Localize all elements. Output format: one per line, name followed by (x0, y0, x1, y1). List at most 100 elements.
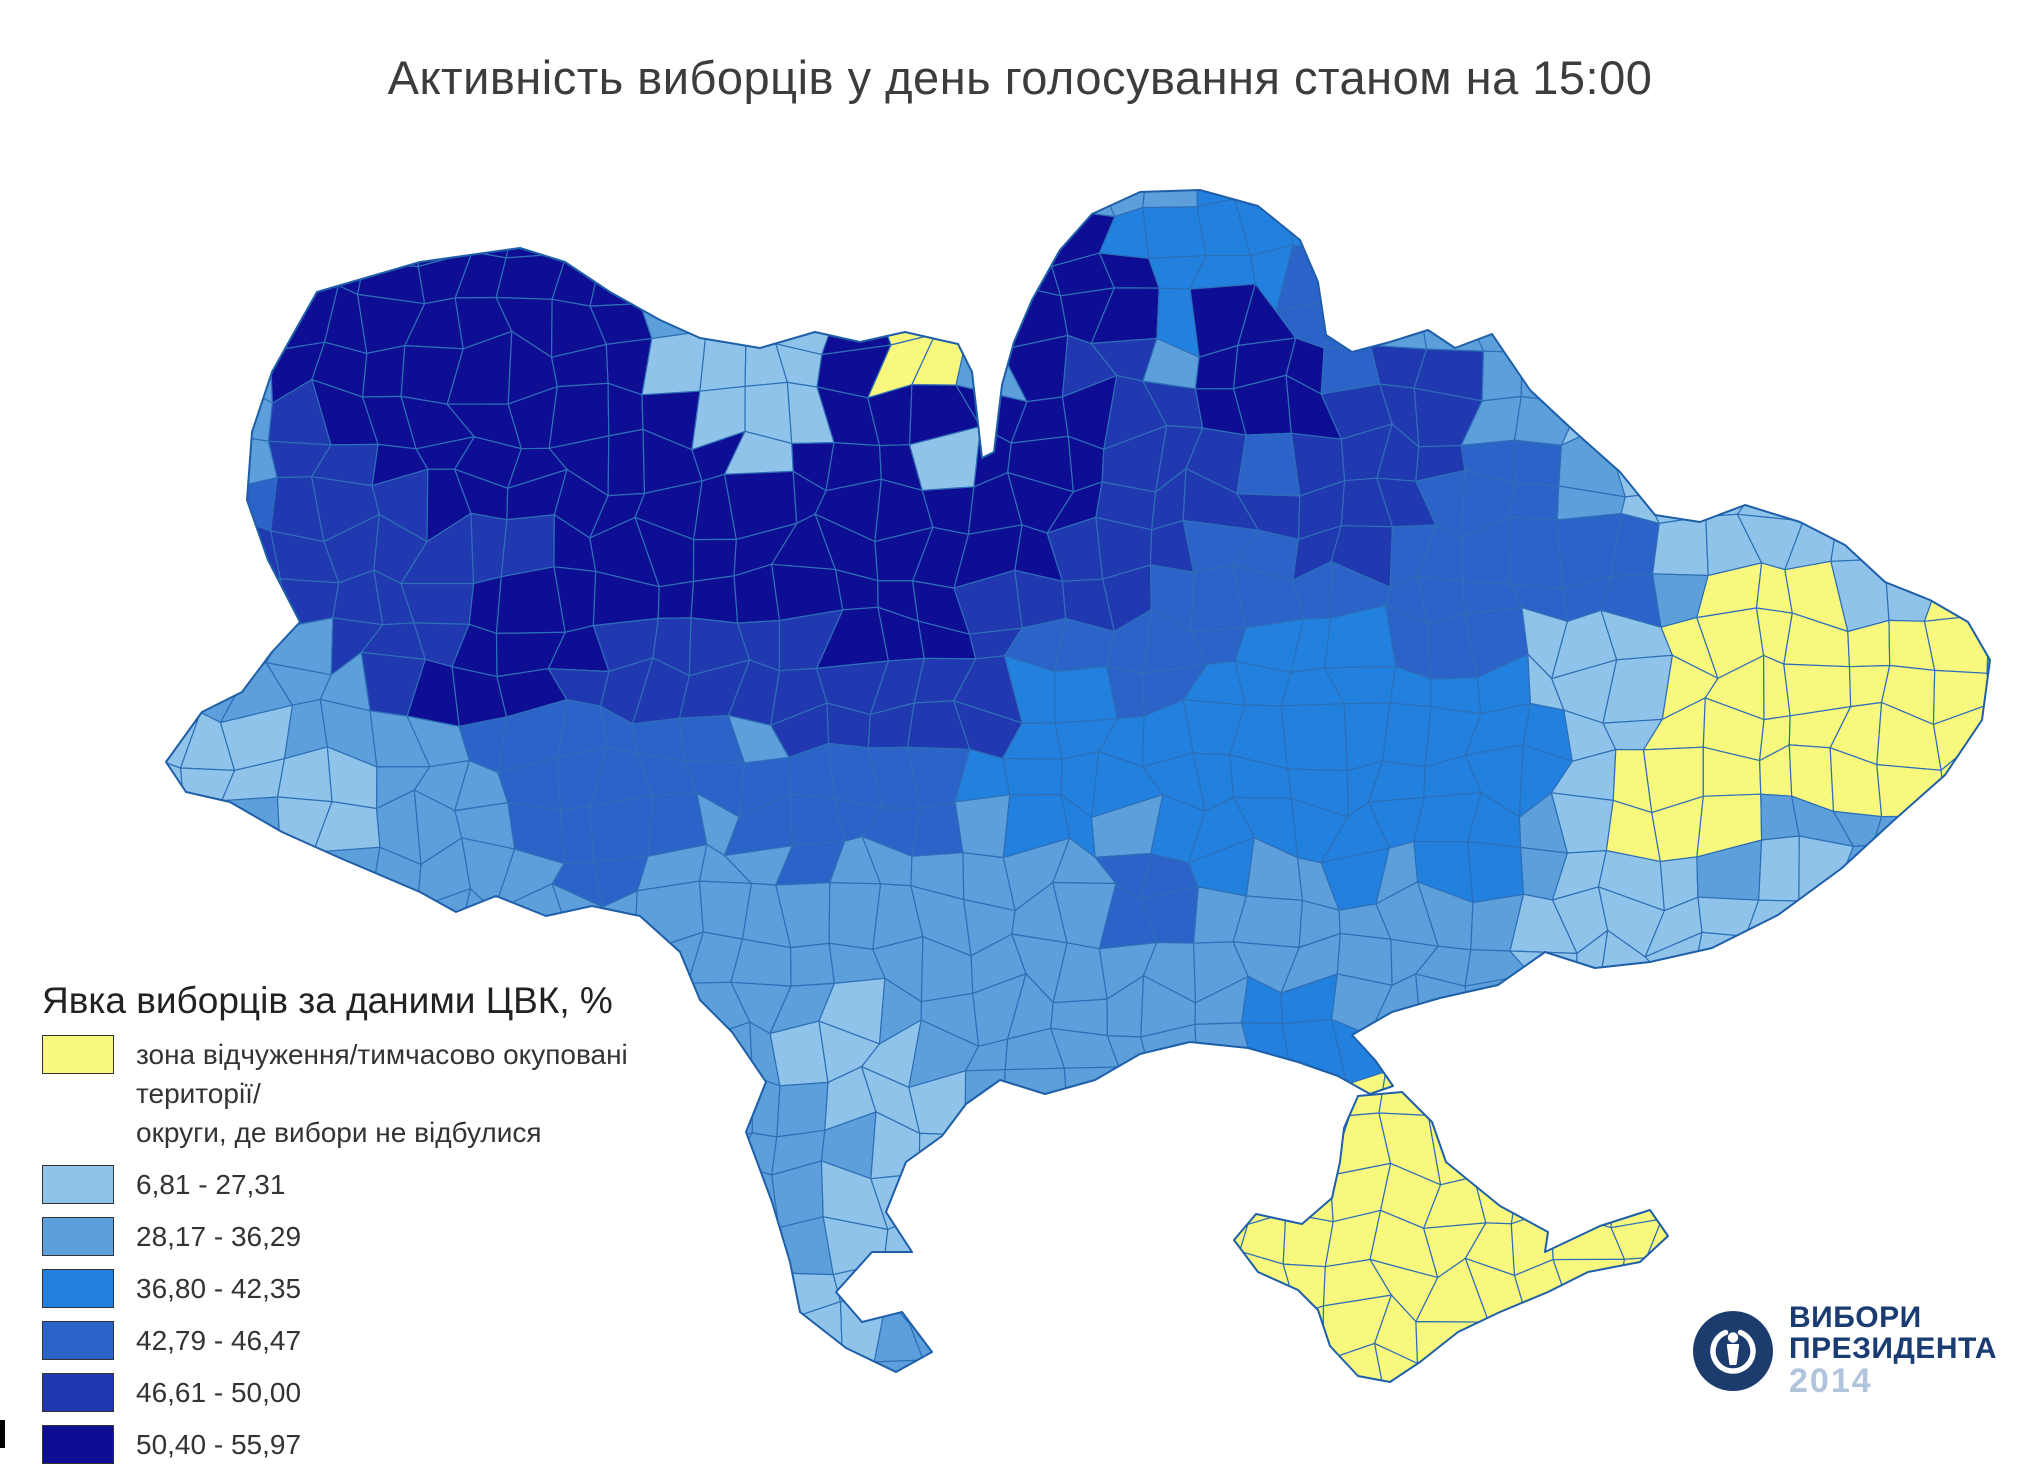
legend-swatch (42, 1269, 114, 1308)
district-cell (1842, 197, 1902, 268)
district-cell (1553, 201, 1614, 250)
district-cell (1566, 346, 1617, 405)
district-cell (1846, 1263, 1903, 1304)
legend-row: 46,61 - 50,00 (42, 1373, 722, 1412)
district-cell (737, 190, 775, 209)
district-cell (232, 837, 281, 895)
legend-row: 6,81 - 27,31 (42, 1165, 722, 1204)
district-cell (1707, 190, 1765, 208)
district-cell (166, 578, 198, 633)
district-cell (1417, 253, 1477, 302)
district-cell (228, 249, 281, 306)
country-outline (1233, 1091, 1669, 1383)
district-cell (1140, 1064, 1200, 1137)
district-cell (1505, 1073, 1569, 1142)
power-ring (1710, 1329, 1756, 1374)
legend-row: 50,40 - 55,97 (42, 1425, 722, 1464)
district-cell (1607, 201, 1671, 264)
district-cell (1697, 896, 1760, 938)
district-cell (1666, 206, 1714, 265)
district-cell (1786, 973, 1858, 1038)
district-cell (1919, 993, 1978, 1050)
district-cell (184, 261, 242, 306)
logo-year: 2014 (1789, 1362, 1873, 1400)
district-cell (1616, 1296, 1653, 1354)
district-cell (733, 1132, 778, 1176)
district-cell (639, 247, 703, 305)
district-cell (1834, 476, 1891, 534)
district-cell (1053, 666, 1118, 724)
district-cell (1467, 840, 1525, 904)
district-cell (1790, 892, 1844, 947)
district-cell (1967, 992, 1990, 1050)
district-cell (166, 480, 193, 542)
district-cell (361, 344, 406, 398)
district-cell (1744, 930, 1812, 992)
district-cell (1842, 940, 1880, 990)
district-cell (500, 514, 555, 578)
legend-label: 6,81 - 27,31 (136, 1169, 286, 1200)
district-cell (1747, 1077, 1795, 1142)
district-cell (1969, 238, 1990, 296)
district-cell (452, 190, 516, 222)
district-cell (690, 575, 739, 624)
district-cell (1278, 1174, 1334, 1223)
district-cell (1284, 1348, 1324, 1382)
district-cell (1282, 1263, 1326, 1315)
district-cell (166, 421, 193, 497)
district-cell (1508, 516, 1564, 590)
district-cell (1599, 1068, 1658, 1141)
legend-row: 36,80 - 42,35 (42, 1269, 722, 1308)
district-cell (220, 796, 281, 845)
district-cell (1752, 973, 1812, 1045)
district-cell (1942, 1211, 1979, 1269)
district-cell (1843, 1036, 1877, 1069)
district-cell (1002, 1067, 1069, 1124)
district-cell (182, 884, 239, 940)
district-cell (1669, 262, 1706, 293)
district-cell (1877, 938, 1935, 995)
district-cell (1654, 1019, 1713, 1081)
district-cell (1942, 1176, 1976, 1229)
district-cell (1898, 235, 1945, 305)
district-cell (173, 799, 245, 854)
district-cell (1797, 198, 1852, 259)
district-cell (188, 290, 242, 351)
district-cell (925, 190, 979, 222)
district-cell (1982, 577, 1990, 624)
district-cell (1743, 1130, 1784, 1177)
district-cell (1651, 515, 1709, 577)
district-cell (1561, 1112, 1615, 1188)
district-cell (1382, 702, 1432, 768)
district-cell (1233, 190, 1289, 206)
district-cell (970, 205, 1029, 267)
district-cell (1552, 1258, 1626, 1324)
district-cell (468, 576, 502, 635)
district-cell (733, 202, 775, 259)
district-cell (589, 241, 653, 307)
district-cell (184, 421, 238, 497)
district-cell (1872, 844, 1942, 899)
district-cell (1653, 982, 1713, 1033)
district-cell (1691, 439, 1763, 489)
district-cell (953, 1122, 1014, 1172)
district-cell (217, 377, 274, 442)
district-cell (1923, 381, 1980, 440)
district-cell (1969, 535, 1990, 590)
district-cell (820, 212, 888, 267)
logo-line2: ПРЕЗИДЕНТА (1789, 1332, 1998, 1365)
district-cell (959, 1348, 1016, 1382)
district-cell (1968, 743, 1990, 800)
district-cell (959, 1317, 1029, 1371)
district-cell (1603, 398, 1669, 440)
district-cell (1692, 250, 1747, 308)
legend-swatch (42, 1217, 114, 1256)
district-cell (1003, 190, 1059, 210)
district-cell (1847, 979, 1880, 1044)
district-cell (1138, 1172, 1209, 1211)
district-cell (166, 666, 202, 714)
district-cell (1939, 235, 1975, 305)
logo-line1: ВИБОРИ (1789, 1301, 1922, 1334)
district-cell (1051, 1299, 1114, 1362)
district-cell (269, 930, 337, 986)
